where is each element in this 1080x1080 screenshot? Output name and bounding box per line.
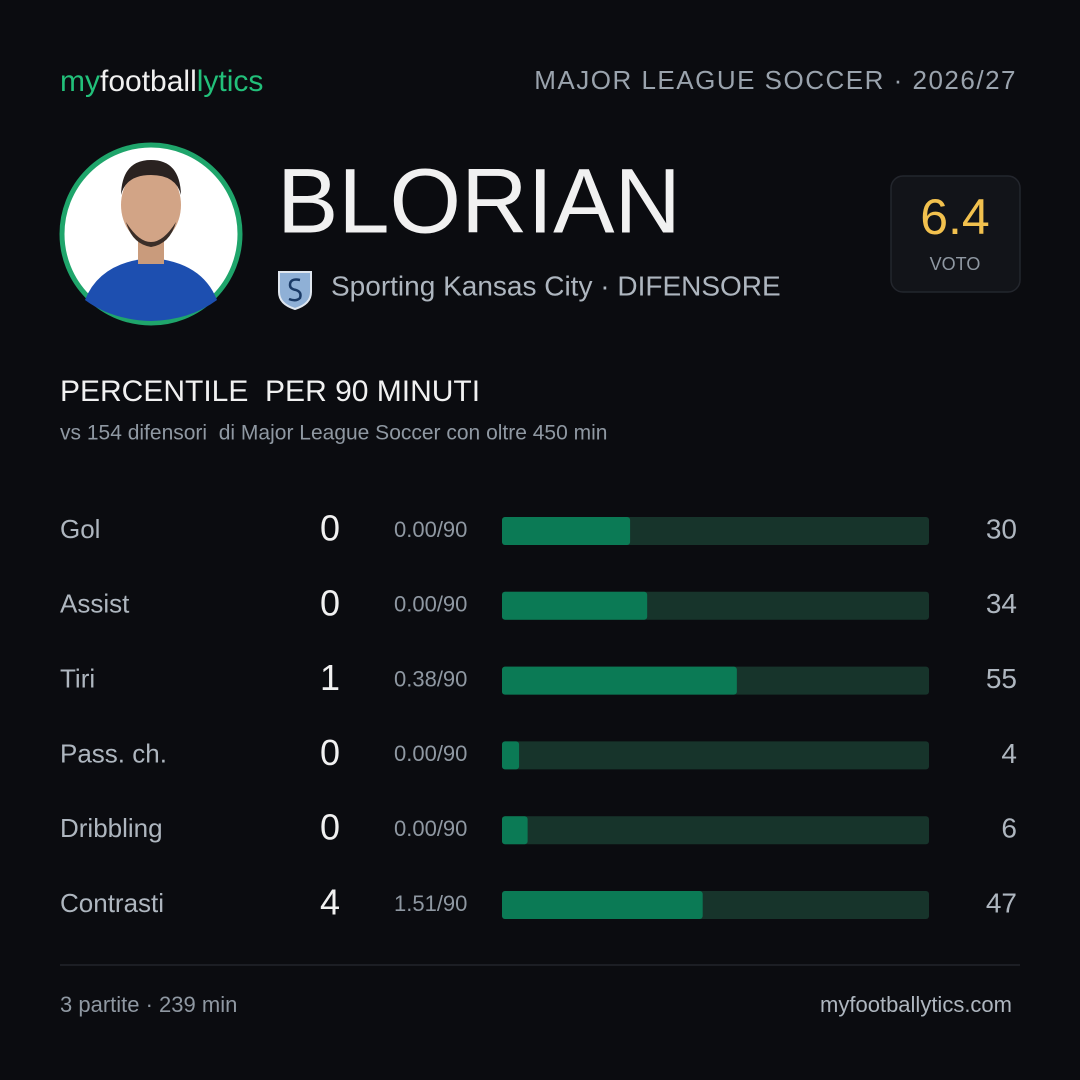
rows: Gol 0 0.00/90 30 Assist 0 0.00/90 34 Tiri 1 0.38/9… <box>60 508 1017 923</box>
player-silhouette <box>85 160 217 321</box>
rating: 6.4 <box>920 189 990 245</box>
row-per90: 1.51/90 <box>394 891 467 916</box>
bar <box>502 666 737 695</box>
row-label: Pass. ch. <box>60 738 167 768</box>
league: MAJOR LEAGUE SOCCER · 2026/27 <box>534 65 1017 95</box>
row-count: 0 <box>320 807 340 848</box>
row-count: 0 <box>320 732 340 773</box>
brand-part: my <box>60 65 100 98</box>
brand-part: football <box>100 65 197 98</box>
bar <box>502 591 648 620</box>
bar <box>502 741 520 770</box>
footer-left: 3 partite · 239 min <box>60 992 237 1017</box>
row-per90: 0.00/90 <box>394 592 467 617</box>
section-title: PERCENTILE PER 90 MINUTI <box>60 375 480 408</box>
team-logo <box>278 271 312 311</box>
row-per90: 0.38/90 <box>394 666 467 691</box>
row-per90: 0.00/90 <box>394 816 467 841</box>
row-label: Assist <box>60 589 130 619</box>
row-per90: 0.00/90 <box>394 517 467 542</box>
row-label: Tiri <box>60 663 95 693</box>
row-per90: 0.00/90 <box>394 741 467 766</box>
row-count: 1 <box>320 657 340 698</box>
row-percentile: 55 <box>986 663 1017 694</box>
brand: myfootballlytics <box>60 65 263 98</box>
rating-label: VOTO <box>930 254 981 274</box>
row-label: Gol <box>60 514 100 544</box>
bar-track <box>502 741 929 770</box>
row-percentile: 4 <box>1001 738 1017 769</box>
player-name: BLORIAN <box>277 150 681 252</box>
row-percentile: 34 <box>986 588 1017 619</box>
row-count: 4 <box>320 882 340 923</box>
bar <box>502 517 631 545</box>
bar <box>502 891 703 919</box>
row-percentile: 47 <box>986 887 1017 918</box>
row-count: 0 <box>320 582 340 623</box>
rating-box <box>890 175 1021 293</box>
row-label: Dribbling <box>60 813 163 843</box>
row-label: Contrasti <box>60 888 164 918</box>
footer-right: myfootballytics.com <box>820 992 1012 1017</box>
row-count: 0 <box>320 508 340 549</box>
bar-track <box>502 816 929 845</box>
row-percentile: 6 <box>1001 813 1017 844</box>
row-percentile: 30 <box>986 513 1017 544</box>
bar <box>502 816 528 845</box>
section-subtitle: vs 154 difensori di Major League Soccer … <box>60 422 607 445</box>
team: Sporting Kansas City · DIFENSORE <box>331 270 781 301</box>
brand-part: lytics <box>197 65 264 98</box>
